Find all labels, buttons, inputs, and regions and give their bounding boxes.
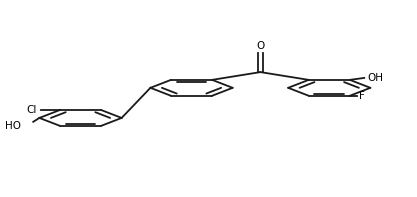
Text: Cl: Cl [26, 105, 37, 115]
Text: O: O [256, 41, 264, 51]
Text: HO: HO [5, 121, 21, 131]
Text: OH: OH [367, 73, 383, 83]
Text: F: F [359, 91, 365, 101]
